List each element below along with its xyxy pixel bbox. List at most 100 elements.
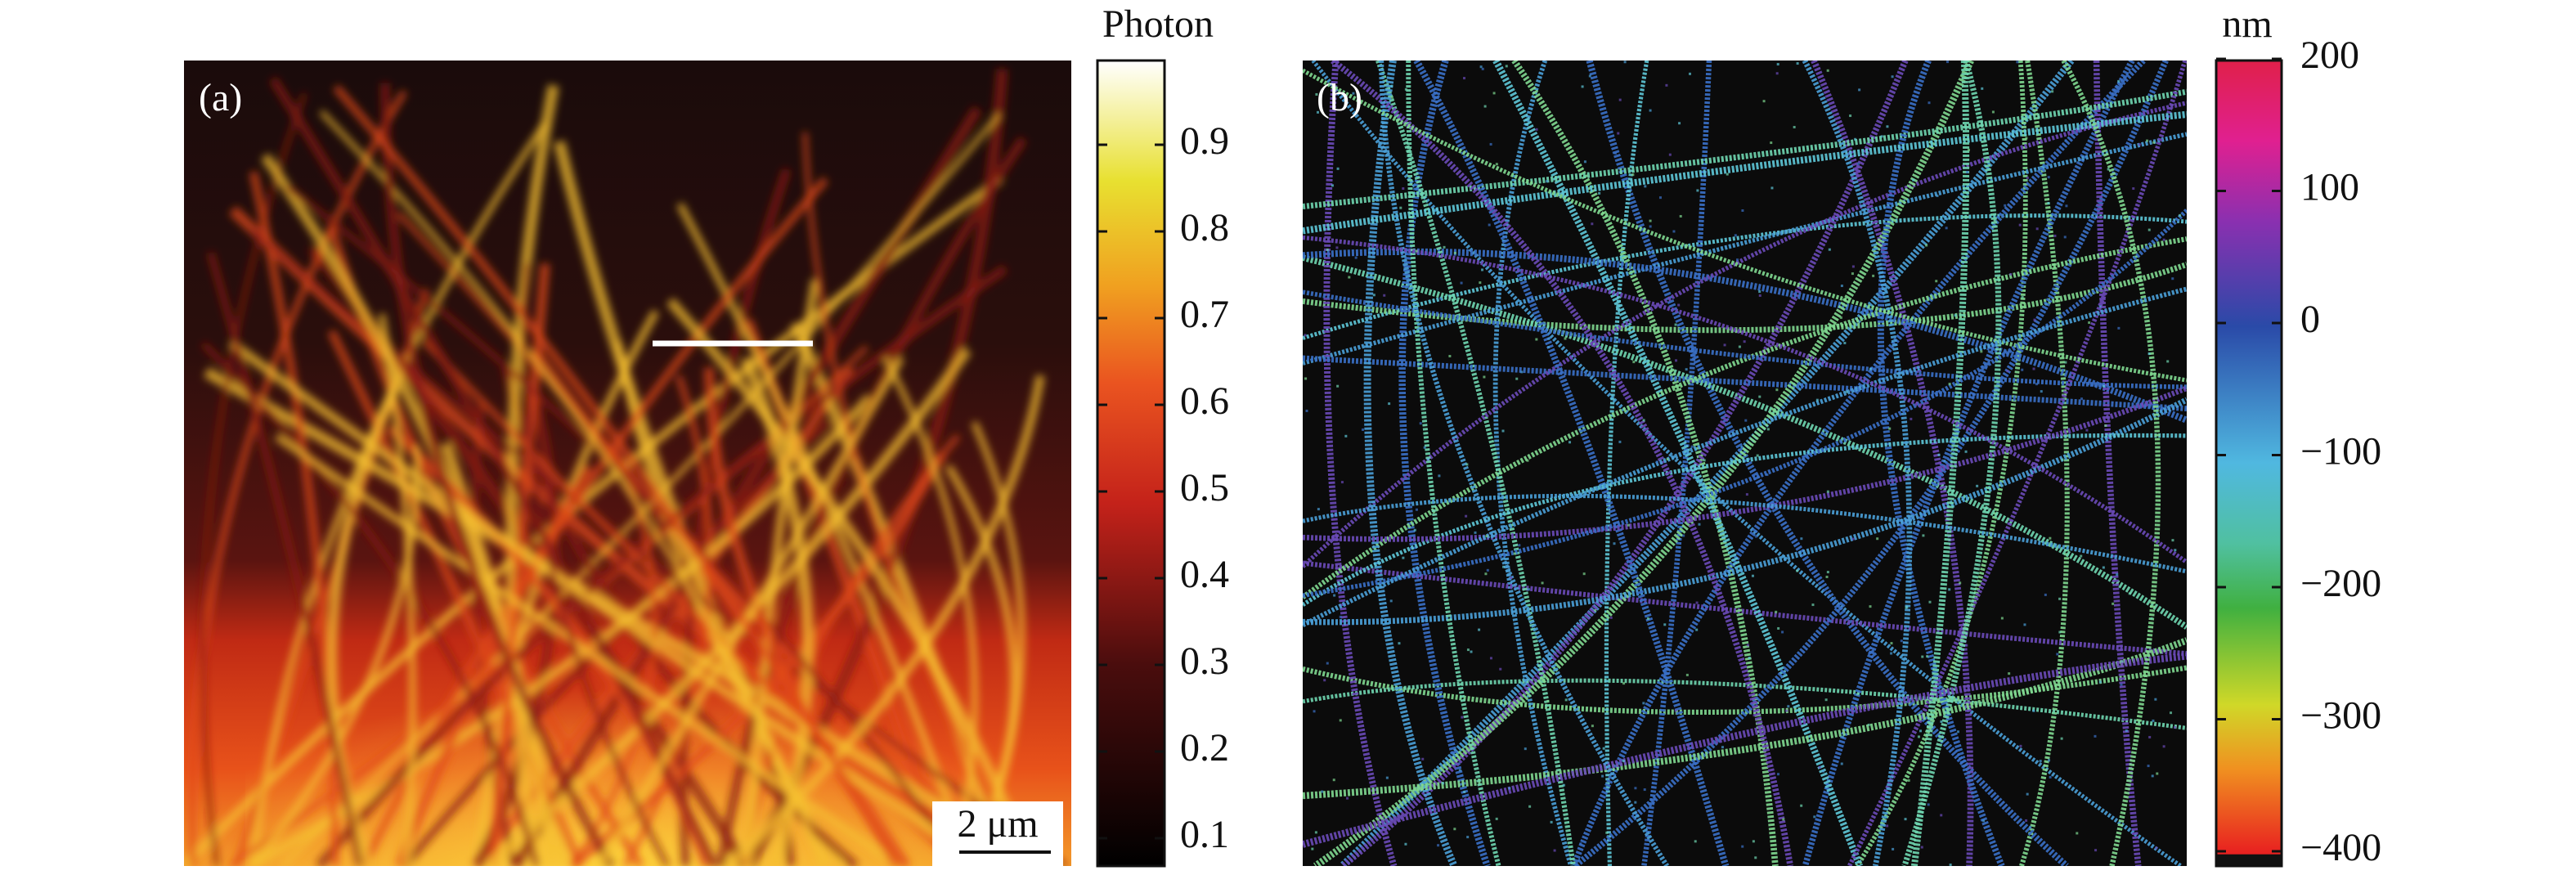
filament — [522, 262, 671, 866]
speck — [1758, 294, 1761, 297]
speck — [1361, 428, 1364, 431]
speck — [1547, 337, 1551, 340]
speck — [2064, 361, 2067, 364]
speck — [1851, 537, 1855, 541]
speck — [2049, 775, 2052, 779]
speck — [1649, 225, 1652, 228]
speck — [1905, 605, 1909, 608]
speck — [2166, 114, 2170, 118]
speck — [2076, 832, 2079, 835]
speck — [1775, 72, 1779, 75]
filament — [1313, 61, 1974, 866]
scale-bar-box — [932, 801, 1063, 866]
speck — [1314, 831, 1317, 834]
speck — [2094, 849, 2098, 852]
speck — [1746, 644, 1749, 647]
speck — [2179, 213, 2182, 217]
speck — [1385, 776, 1389, 779]
speck — [1840, 762, 1843, 765]
speck — [1598, 191, 1601, 195]
speck — [1643, 788, 1646, 792]
speck — [1940, 720, 1943, 723]
speck — [1848, 151, 1851, 155]
speck — [2019, 744, 2022, 747]
tick-label: 0 — [2300, 298, 2320, 341]
filament — [1847, 61, 2187, 866]
speck — [1689, 72, 1692, 75]
speck — [1900, 639, 1903, 643]
filament — [1406, 61, 1501, 866]
speck — [1752, 840, 1755, 843]
speck — [1547, 346, 1551, 349]
speck — [1675, 359, 1678, 362]
speck — [1499, 667, 1502, 671]
speck — [1758, 290, 1761, 294]
speck — [2132, 187, 2135, 191]
speck — [1340, 481, 1344, 484]
speck — [1912, 178, 1915, 182]
speck — [1782, 818, 1785, 821]
speck — [1736, 258, 1739, 262]
speck — [1649, 109, 1652, 112]
speck — [1869, 367, 1872, 370]
speck — [1945, 227, 1948, 230]
speck — [1907, 779, 1910, 782]
filament — [380, 83, 615, 866]
speck — [2035, 383, 2038, 386]
filament — [1641, 61, 1712, 866]
speck — [1489, 657, 1492, 660]
speck — [1618, 440, 1622, 443]
filament — [395, 464, 594, 866]
speck — [1579, 621, 1582, 625]
filament — [316, 264, 1008, 866]
speck — [1775, 610, 1778, 613]
speck — [1843, 341, 1847, 344]
speck — [1335, 246, 1339, 249]
speck — [1520, 370, 1524, 374]
filament — [595, 356, 904, 866]
speck — [1891, 75, 1894, 79]
speck — [1997, 518, 2000, 521]
speck — [1348, 276, 1351, 279]
speck — [1333, 594, 1336, 597]
speck — [1917, 735, 1920, 738]
colorbar-b-ticks: 200 100 0 −100 −200 −300 −400 — [2216, 34, 2381, 869]
speck — [1692, 334, 1695, 337]
speck — [1465, 463, 1469, 466]
speck — [1867, 723, 1870, 726]
speck — [1668, 153, 1672, 156]
speck — [1948, 383, 1951, 386]
filament — [1303, 637, 2187, 800]
filament — [666, 298, 1036, 866]
speck — [1663, 623, 1667, 626]
speck — [1679, 214, 1682, 218]
panel-a-label: (a) — [199, 76, 242, 119]
filament — [319, 110, 825, 866]
speck — [1824, 698, 1828, 702]
speck — [2162, 238, 2165, 241]
filament — [2019, 61, 2070, 866]
speck — [2040, 390, 2043, 393]
speck — [1465, 514, 1468, 518]
speck — [1463, 790, 1466, 793]
speck — [1326, 248, 1329, 251]
speck — [1388, 402, 1391, 406]
speck — [1489, 142, 1492, 146]
speck — [1981, 120, 1984, 123]
speck — [2120, 660, 2124, 663]
filament — [1855, 61, 2028, 866]
speck — [1483, 105, 1487, 108]
speck — [2151, 774, 2154, 778]
speck — [1851, 272, 1854, 276]
speck — [1339, 719, 1342, 722]
filament — [1303, 355, 2187, 411]
speck — [1743, 340, 1746, 343]
speck — [2147, 765, 2150, 768]
speck — [2138, 143, 2141, 146]
speck — [1486, 568, 1489, 572]
speck — [1315, 92, 1318, 96]
speck — [1920, 846, 1923, 849]
speck — [1943, 460, 1946, 463]
speck — [2026, 116, 2030, 119]
speck — [1937, 453, 1941, 456]
